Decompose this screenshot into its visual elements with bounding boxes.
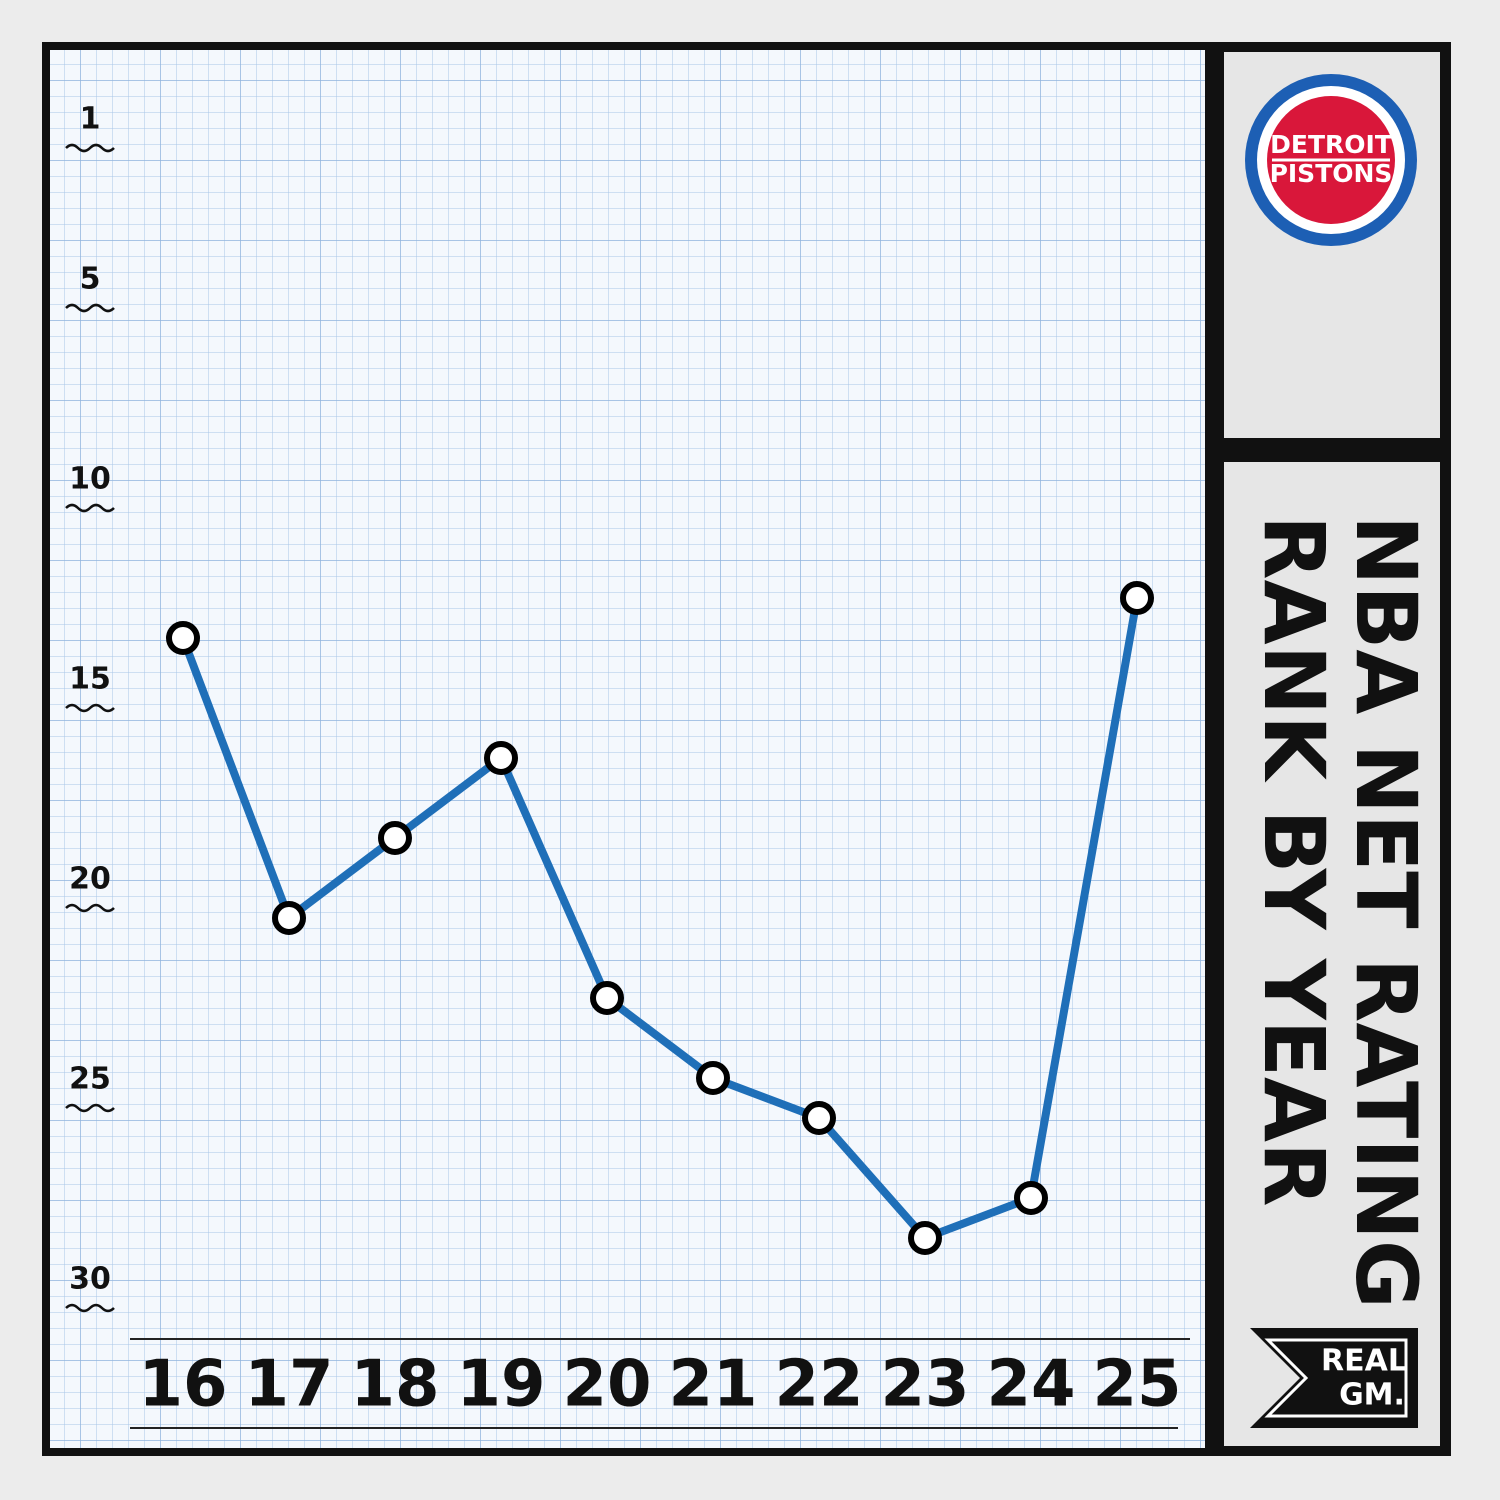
y-tick-label: 25 — [69, 1062, 111, 1097]
data-point — [1014, 1181, 1048, 1215]
y-tick-label: 10 — [69, 462, 111, 497]
y-tick-mark — [65, 503, 115, 513]
chart-title: NBA NET RATING — [1337, 515, 1435, 1309]
x-tick-label: 17 — [244, 1348, 333, 1422]
logo-text: DETROIT — [1270, 130, 1392, 159]
x-tick-label: 23 — [880, 1348, 969, 1422]
y-tick-mark — [65, 143, 115, 153]
x-tick-label: 20 — [562, 1348, 651, 1422]
data-line — [179, 597, 1141, 1242]
brand-text: REAL — [1321, 1344, 1407, 1379]
title-panel — [1224, 462, 1440, 1446]
team-logo: DETROIT PISTONS — [1245, 74, 1417, 246]
y-tick-label: 15 — [69, 662, 111, 697]
brand-logo: REAL GM. — [1250, 1328, 1418, 1428]
brand-flag — [1250, 1328, 1418, 1428]
data-point — [590, 981, 624, 1015]
x-tick-label: 21 — [668, 1348, 757, 1422]
y-tick-mark — [65, 303, 115, 313]
y-tick-mark — [65, 903, 115, 913]
data-point — [696, 1061, 730, 1095]
x-tick-label: 19 — [456, 1348, 545, 1422]
x-tick-label: 18 — [350, 1348, 439, 1422]
y-tick-label: 5 — [80, 262, 101, 297]
logo-text: PISTONS — [1270, 159, 1393, 188]
x-tick-label: 25 — [1092, 1348, 1181, 1422]
data-point — [166, 621, 200, 655]
x-tick-label: 24 — [986, 1348, 1075, 1422]
brand-outline — [1264, 1338, 1408, 1418]
data-point — [908, 1221, 942, 1255]
data-point — [484, 741, 518, 775]
data-point — [272, 901, 306, 935]
y-tick-mark — [65, 703, 115, 713]
grid-paper — [50, 50, 1205, 1448]
data-point — [378, 821, 412, 855]
y-tick-label: 20 — [69, 862, 111, 897]
data-point — [1120, 581, 1154, 615]
data-point — [802, 1101, 836, 1135]
x-tick-label: 16 — [138, 1348, 227, 1422]
x-tick-label: 22 — [774, 1348, 863, 1422]
chart-subtitle: RANK BY YEAR — [1245, 515, 1343, 1207]
brand-text: GM. — [1339, 1378, 1405, 1413]
y-tick-label: 30 — [69, 1262, 111, 1297]
y-tick-label: 1 — [80, 102, 101, 137]
y-tick-mark — [65, 1303, 115, 1313]
y-tick-mark — [65, 1103, 115, 1113]
